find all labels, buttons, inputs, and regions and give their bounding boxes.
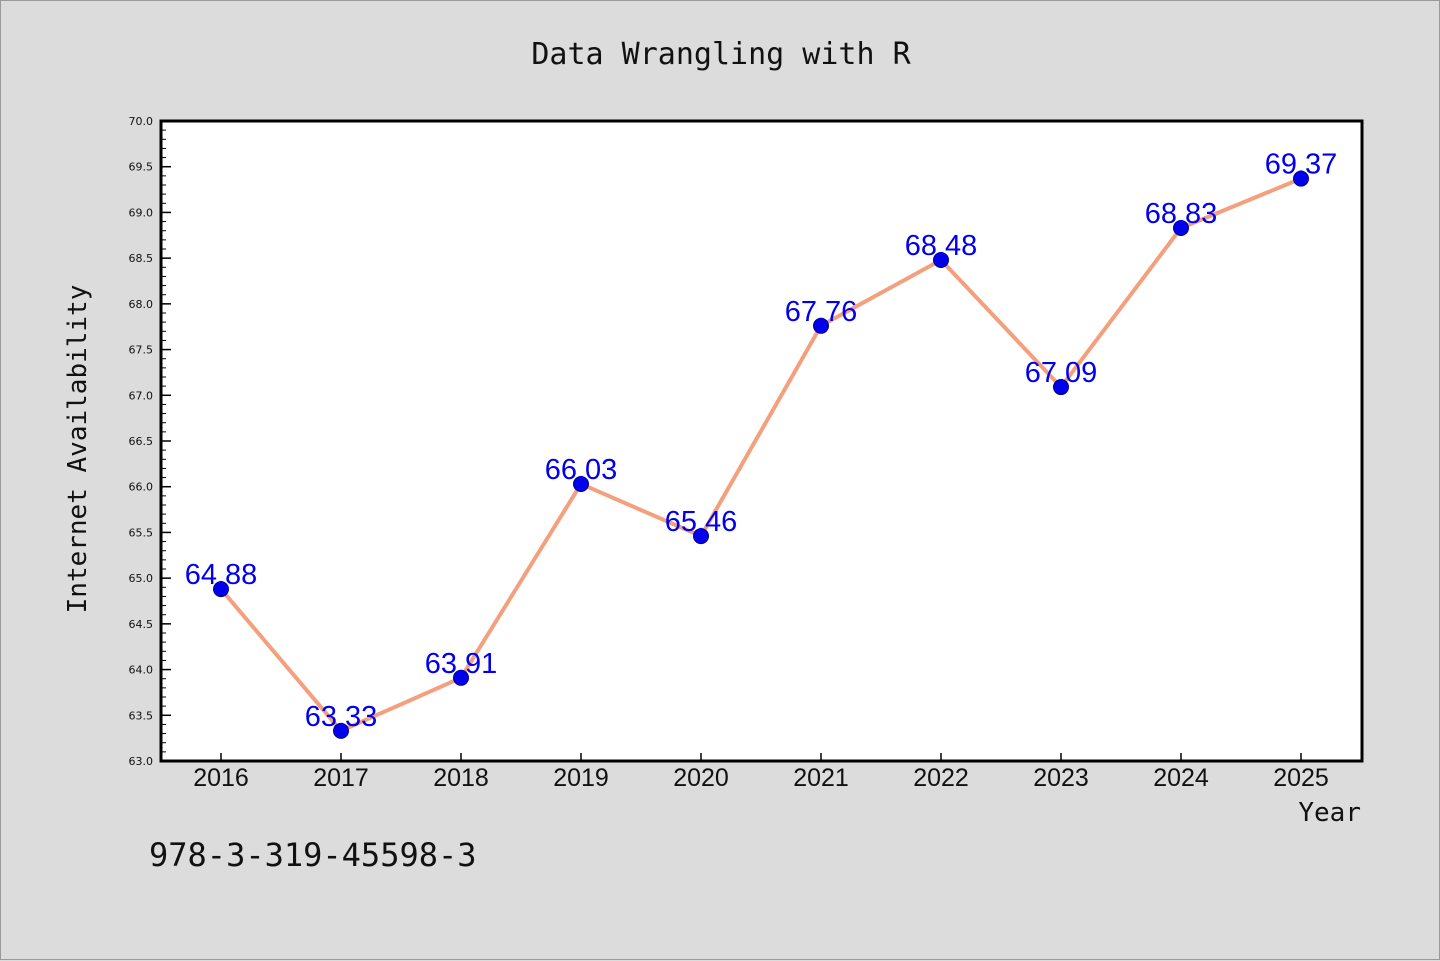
data-point-marker xyxy=(453,669,469,686)
x-tick-label: 2025 xyxy=(1273,764,1329,792)
footer-isbn: 978-3-319-45598-3 xyxy=(149,836,477,874)
y-tick-label: 68.0 xyxy=(129,298,154,311)
x-tick-labels: 2016 2017 2018 2019 2020 2021 2022 2023 2024 2025 xyxy=(193,764,1329,792)
plot-area xyxy=(161,121,1362,761)
y-tick-label: 64.0 xyxy=(129,664,154,677)
y-tick-label: 63.0 xyxy=(129,755,154,768)
y-tick-label: 67.0 xyxy=(129,389,154,402)
y-tick-label: 67.5 xyxy=(129,344,154,357)
data-label: 65.46 xyxy=(665,506,738,538)
x-tick-label: 2022 xyxy=(913,764,969,792)
x-tick-label: 2016 xyxy=(193,764,249,792)
data-label: 67.09 xyxy=(1025,357,1098,389)
data-point-marker xyxy=(1293,170,1309,187)
data-point-marker xyxy=(333,722,349,739)
x-tick-label: 2017 xyxy=(313,764,369,792)
y-tick-label: 64.5 xyxy=(129,618,154,631)
data-point-marker xyxy=(933,251,949,268)
y-tick-label: 66.0 xyxy=(129,481,154,494)
data-label: 68.83 xyxy=(1145,198,1218,230)
data-point-marker xyxy=(1173,219,1189,236)
data-point-marker xyxy=(1053,379,1069,396)
data-label: 66.03 xyxy=(545,454,618,486)
chart-title: Data Wrangling with R xyxy=(531,37,911,72)
y-tick-label: 69.5 xyxy=(129,161,154,174)
y-tick-label: 68.5 xyxy=(129,252,154,265)
y-tick-label: 69.0 xyxy=(129,206,154,219)
data-label: 63.33 xyxy=(305,701,378,733)
series-line xyxy=(219,176,1303,733)
y-tick-label: 63.5 xyxy=(129,709,154,722)
x-tick-label: 2024 xyxy=(1153,764,1209,792)
data-label: 68.48 xyxy=(905,230,978,262)
data-label: 64.88 xyxy=(185,559,258,591)
y-tick-label: 70.0 xyxy=(129,115,154,128)
data-point-marker xyxy=(693,528,709,545)
x-tick-label: 2020 xyxy=(673,764,729,792)
y-tick-label: 65.5 xyxy=(129,526,154,539)
y-tick-label: 65.0 xyxy=(129,572,154,585)
data-label: 69.37 xyxy=(1265,149,1338,181)
x-tick-label: 2021 xyxy=(793,764,849,792)
y-tick-labels: 63.0 63.5 64.0 64.5 65.0 65.5 66.0 66.5 67.0 67.5… xyxy=(129,115,154,768)
x-axis-title: Year xyxy=(1298,798,1361,828)
x-tick-label: 2019 xyxy=(553,764,609,792)
data-point-marker xyxy=(813,317,829,334)
data-label: 67.76 xyxy=(785,296,858,328)
y-axis-title: Internet Availability xyxy=(63,285,93,614)
x-tick-label: 2023 xyxy=(1033,764,1089,792)
y-tick-label: 66.5 xyxy=(129,435,154,448)
x-tick-label: 2018 xyxy=(433,764,489,792)
data-point-marker xyxy=(213,581,229,598)
data-labels: 64.88 63.33 63.91 66.03 65.46 67.76 68.48 67.09… xyxy=(185,149,1338,733)
data-label: 63.91 xyxy=(425,648,498,680)
data-point-marker xyxy=(573,475,589,492)
series-markers xyxy=(213,170,1309,739)
plot-frame xyxy=(159,119,1364,763)
